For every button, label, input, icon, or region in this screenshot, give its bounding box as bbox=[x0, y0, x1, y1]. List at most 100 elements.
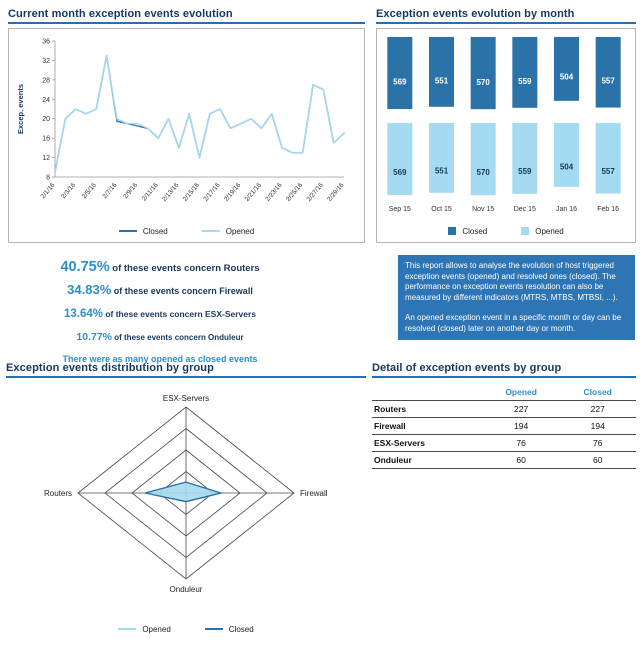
svg-text:2/19/16: 2/19/16 bbox=[223, 181, 243, 202]
svg-text:2/13/16: 2/13/16 bbox=[161, 181, 181, 202]
svg-text:Routers: Routers bbox=[44, 489, 72, 498]
stat-onduleur-text: of these events concern Onduleur bbox=[112, 333, 244, 342]
svg-text:12: 12 bbox=[42, 155, 50, 162]
svg-text:36: 36 bbox=[42, 39, 50, 46]
legend-label: Closed bbox=[228, 624, 254, 634]
detail-table-header: Opened Closed bbox=[372, 384, 636, 401]
row-closed: 227 bbox=[559, 400, 636, 418]
svg-text:ESX-Servers: ESX-Servers bbox=[163, 394, 209, 403]
table-row: ESX-Servers 76 76 bbox=[372, 434, 636, 452]
svg-text:Sep 15: Sep 15 bbox=[389, 206, 411, 213]
stat-onduleur-pct: 10.77% bbox=[76, 331, 113, 343]
row-opened: 60 bbox=[482, 451, 560, 469]
panel-radar-title: Exception events distribution by group bbox=[6, 362, 366, 378]
svg-text:Oct 15: Oct 15 bbox=[431, 206, 452, 213]
daily-chart-legend: Closed Opened bbox=[11, 223, 362, 239]
svg-text:559: 559 bbox=[518, 167, 532, 176]
stats-summary: 40.75% of these events concern Routers 3… bbox=[10, 258, 310, 364]
report-description-p2: An opened exception event in a specific … bbox=[405, 313, 622, 333]
row-closed: 194 bbox=[559, 417, 636, 435]
row-group: Routers bbox=[372, 400, 483, 418]
panel-detail-table: Detail of exception events by group Open… bbox=[372, 362, 636, 469]
stat-firewall-text: of these events concern Firewall bbox=[111, 286, 253, 296]
stat-firewall: 34.83% of these events concern Firewall bbox=[10, 281, 310, 299]
svg-text:8: 8 bbox=[46, 175, 50, 182]
row-group: ESX-Servers bbox=[372, 434, 483, 452]
svg-text:Jan 16: Jan 16 bbox=[556, 206, 577, 213]
legend-item-opened: Opened bbox=[201, 226, 255, 236]
legend-label: Opened bbox=[225, 226, 255, 236]
legend-item-closed: Closed bbox=[448, 227, 487, 236]
svg-text:2/3/16: 2/3/16 bbox=[60, 181, 77, 200]
stat-esx: 13.64% of these events concern ESX-Serve… bbox=[10, 304, 310, 322]
svg-text:569: 569 bbox=[393, 168, 407, 177]
legend-item-opened: Opened bbox=[521, 226, 564, 236]
stat-routers: 40.75% of these events concern Routers bbox=[10, 258, 310, 276]
svg-text:2/15/16: 2/15/16 bbox=[182, 181, 202, 202]
legend-swatch bbox=[204, 628, 223, 630]
report-description-p1: This report allows to analyse the evolut… bbox=[405, 261, 618, 302]
row-group: Firewall bbox=[372, 417, 483, 435]
stats-note: There were as many opened as closed even… bbox=[62, 354, 258, 364]
panel-radar-distribution: Exception events distribution by group E… bbox=[6, 362, 366, 637]
row-opened: 76 bbox=[482, 434, 560, 452]
svg-text:570: 570 bbox=[476, 168, 490, 177]
svg-text:551: 551 bbox=[435, 76, 449, 85]
svg-text:557: 557 bbox=[601, 167, 615, 176]
stat-onduleur: 10.77% of these events concern Onduleur bbox=[10, 327, 310, 345]
row-closed: 60 bbox=[559, 451, 636, 469]
svg-text:Firewall: Firewall bbox=[300, 489, 328, 498]
stat-firewall-pct: 34.83% bbox=[67, 282, 112, 297]
legend-label: Opened bbox=[535, 226, 564, 236]
panel-monthly-title: Exception events evolution by month bbox=[376, 8, 636, 24]
legend-swatch bbox=[118, 628, 137, 630]
table-row: Onduleur 60 60 bbox=[372, 451, 636, 469]
svg-text:24: 24 bbox=[42, 97, 50, 104]
panel-table-title: Detail of exception events by group bbox=[372, 362, 636, 378]
legend-swatch bbox=[521, 227, 530, 235]
legend-label: Closed bbox=[462, 226, 488, 236]
svg-text:32: 32 bbox=[42, 58, 50, 65]
svg-text:557: 557 bbox=[601, 77, 615, 86]
panel-daily-evolution: Current month exception events evolution… bbox=[8, 8, 365, 243]
svg-text:2/25/16: 2/25/16 bbox=[285, 181, 305, 202]
svg-text:504: 504 bbox=[560, 73, 574, 82]
radar-chart: ESX-Servers Firewall Onduleur Routers bbox=[44, 394, 328, 594]
row-opened: 227 bbox=[482, 400, 560, 418]
svg-text:2/27/16: 2/27/16 bbox=[306, 181, 326, 202]
daily-chart-box: 8 12 16 20 24 28 32 36 2/1/16 2/3/16 2/5/16 2/7/16 2… bbox=[8, 28, 365, 243]
svg-text:2/17/16: 2/17/16 bbox=[202, 181, 222, 202]
header-group bbox=[372, 384, 483, 401]
legend-swatch bbox=[448, 227, 457, 235]
svg-text:569: 569 bbox=[393, 78, 407, 87]
svg-text:20: 20 bbox=[42, 116, 50, 123]
legend-label: Opened bbox=[142, 624, 171, 634]
svg-text:Excep. events: Excep. events bbox=[16, 84, 25, 134]
header-closed: Closed bbox=[583, 387, 612, 397]
stat-routers-pct: 40.75% bbox=[60, 259, 110, 275]
legend-item-closed: Closed bbox=[118, 227, 168, 236]
svg-text:Feb 16: Feb 16 bbox=[597, 206, 619, 213]
svg-text:2/11/16: 2/11/16 bbox=[141, 182, 160, 203]
legend-item-closed: Closed bbox=[204, 624, 254, 634]
legend-item-opened: Opened bbox=[118, 624, 171, 634]
svg-text:2/23/16: 2/23/16 bbox=[264, 181, 284, 202]
svg-text:2/1/16: 2/1/16 bbox=[40, 181, 57, 200]
row-closed: 76 bbox=[559, 434, 636, 452]
header-opened: Opened bbox=[505, 387, 537, 397]
report-description-box: This report allows to analyse the evolut… bbox=[398, 255, 635, 341]
panel-daily-title: Current month exception events evolution bbox=[8, 8, 365, 24]
detail-table: Opened Closed Routers 227 227 Firewall 1… bbox=[372, 384, 636, 469]
svg-text:2/29/16: 2/29/16 bbox=[326, 181, 346, 202]
table-row: Routers 227 227 bbox=[372, 400, 636, 418]
svg-text:Dec 15: Dec 15 bbox=[514, 206, 536, 213]
table-row: Firewall 194 194 bbox=[372, 417, 636, 435]
svg-text:559: 559 bbox=[518, 77, 532, 86]
svg-text:570: 570 bbox=[476, 78, 490, 87]
radar-chart-legend: Opened Closed bbox=[6, 621, 366, 637]
svg-text:2/21/16: 2/21/16 bbox=[244, 181, 264, 202]
panel-monthly-evolution: Exception events evolution by month 569 5… bbox=[376, 8, 636, 243]
row-group: Onduleur bbox=[372, 451, 483, 469]
